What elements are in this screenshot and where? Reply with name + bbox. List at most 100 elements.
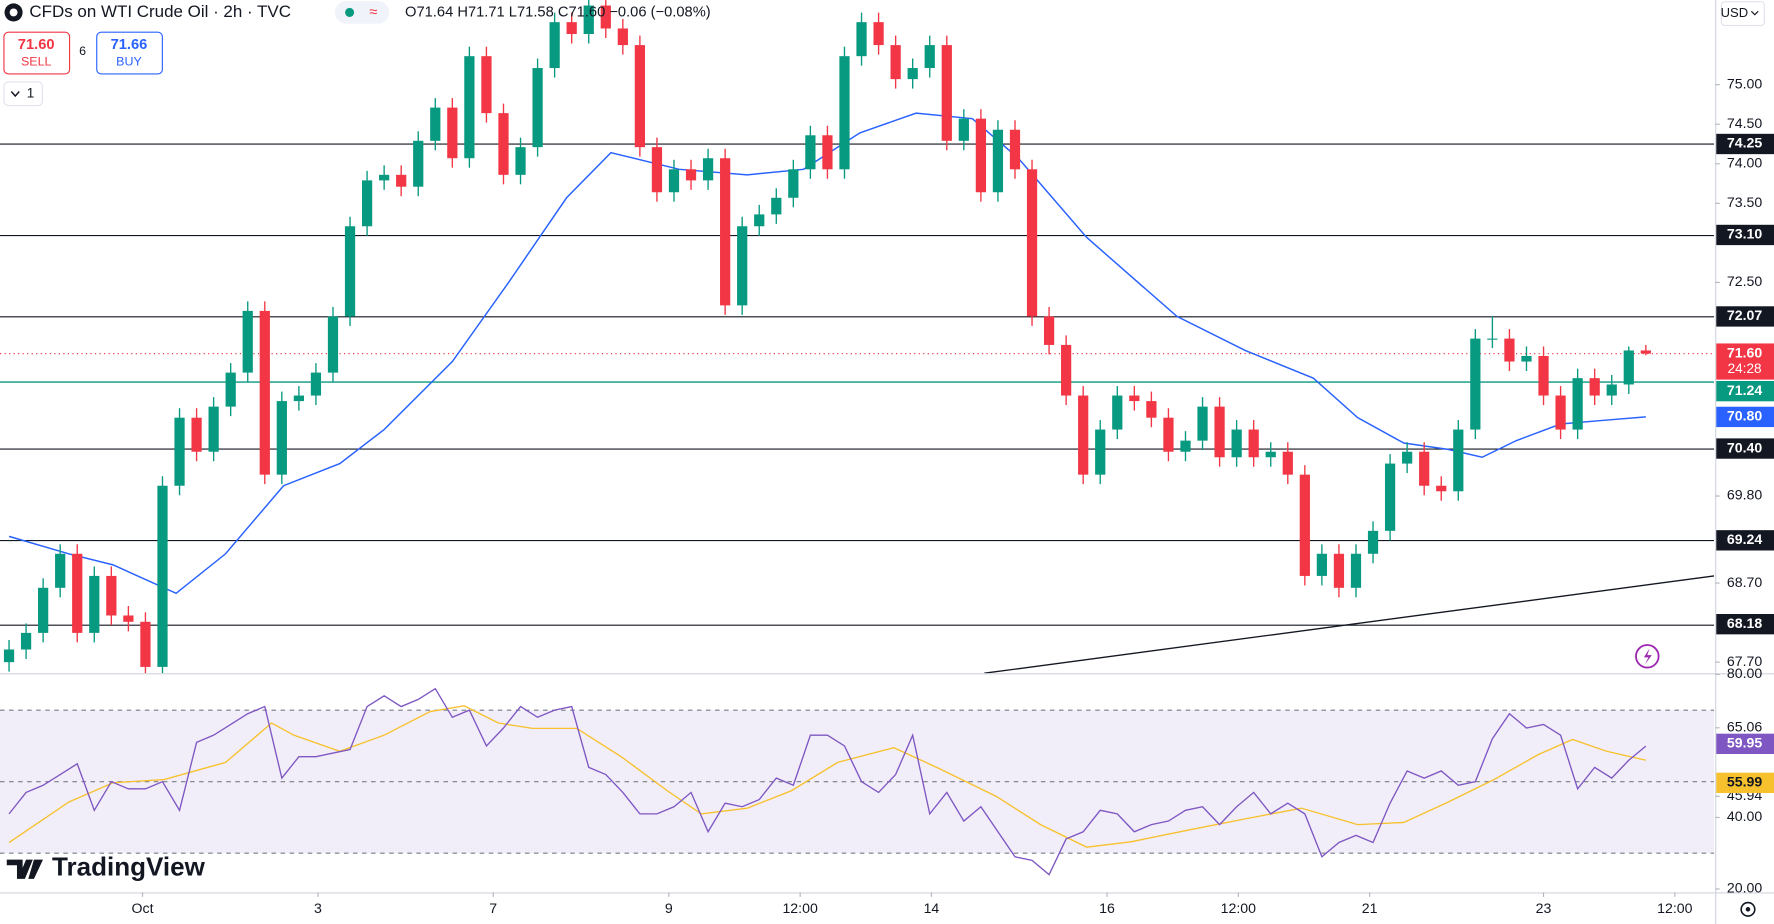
ohlc-readout: O71.64 H71.71 L71.58 C71.60 −0.06 (−0.08…	[405, 4, 711, 20]
y-tick-label: 74.50	[1727, 115, 1763, 131]
candle-body	[1436, 485, 1447, 492]
buy-button[interactable]	[96, 31, 163, 75]
interval-count: 1	[27, 85, 35, 100]
candle-body	[1572, 378, 1583, 430]
y-tick-label: 72.50	[1727, 273, 1763, 289]
x-tick-label: 21	[1362, 900, 1378, 916]
level-tag-bg	[1716, 224, 1774, 246]
candle-body	[344, 226, 356, 317]
x-tick-label: 23	[1536, 900, 1552, 916]
ma-tag: 70.80	[1727, 408, 1763, 424]
level-tag: 70.40	[1727, 439, 1763, 455]
candle-body	[771, 197, 782, 215]
brand-name: TradingView	[52, 852, 206, 882]
candle-body	[549, 22, 560, 69]
countdown: 24:28	[1728, 361, 1762, 376]
sell-label: SELL	[21, 54, 52, 68]
spread: 6	[79, 44, 86, 58]
level-tag-bg	[1716, 614, 1774, 635]
y-tick-label: 74.00	[1727, 155, 1763, 171]
price-pane	[0, 0, 1715, 674]
candle-body	[1470, 338, 1481, 430]
rsi-tag: 59.95	[1727, 735, 1763, 751]
candle-body	[634, 45, 646, 148]
level-tag: 74.25	[1727, 135, 1763, 151]
candle-body	[1061, 344, 1072, 396]
sell-button[interactable]	[3, 31, 71, 75]
status-pill[interactable]	[334, 1, 390, 24]
y-tick-label: 75.00	[1727, 75, 1763, 91]
currency-button[interactable]	[1720, 1, 1765, 26]
candle-body	[20, 632, 32, 650]
candle-body	[1026, 169, 1038, 317]
candle-body	[1009, 129, 1021, 170]
candle-body	[737, 226, 748, 306]
alert-icon[interactable]	[1635, 644, 1660, 669]
candle-body	[1384, 463, 1396, 531]
support-tag: 71.24	[1727, 382, 1763, 398]
x-tick-label: 12:00	[782, 900, 818, 916]
candle-body	[1163, 417, 1174, 452]
candle-body	[1333, 553, 1345, 588]
interval-toggle[interactable]	[3, 81, 43, 107]
candle-body	[1180, 440, 1191, 452]
candle-body	[1095, 429, 1106, 475]
candle-body	[1555, 395, 1566, 430]
candle-body	[1316, 553, 1328, 576]
candle-body	[873, 22, 884, 46]
y-tick-label: 80.00	[1727, 665, 1763, 681]
candle-body	[106, 575, 117, 616]
candle-body	[992, 129, 1004, 193]
support-tag-bg	[1716, 380, 1774, 402]
y-tick-label: 67.70	[1727, 653, 1763, 669]
candle-body	[685, 169, 697, 181]
candle-body	[788, 169, 799, 198]
axes: 75.00 74.50 74.00 73.50 72.50 69.80 68.70 67.70…	[132, 75, 1774, 916]
candle-body	[1231, 429, 1242, 458]
candle-body	[3, 649, 15, 663]
buy-price: 71.66	[111, 37, 148, 53]
market-open-dot	[345, 7, 355, 17]
x-tick-label: 12:00	[1221, 900, 1257, 916]
candle-body	[361, 180, 373, 227]
last-price-tag-bg	[1716, 343, 1774, 380]
candle-body	[1487, 338, 1498, 340]
candle-body	[907, 68, 918, 80]
settings-icon[interactable]	[1740, 901, 1756, 917]
candle-body	[464, 56, 475, 159]
candle-body	[379, 174, 390, 181]
level-tag: 72.07	[1727, 307, 1763, 323]
candle-body	[276, 401, 287, 475]
candle-body	[1112, 395, 1123, 430]
symbol-icon-inner	[9, 8, 18, 17]
chart-title: CFDs on WTI Crude Oil · 2h · TVC	[29, 2, 291, 21]
candle-body	[1146, 401, 1157, 418]
y-tick-label: 40.00	[1727, 808, 1763, 824]
last-price-tag: 71.60	[1727, 344, 1763, 360]
candle-body	[1606, 384, 1617, 396]
candle-body	[38, 587, 49, 633]
y-tick-label: 20.00	[1727, 880, 1763, 896]
x-tick-label: 3	[314, 900, 322, 916]
ma-tag-bg	[1716, 406, 1774, 428]
currency: USD	[1721, 5, 1748, 20]
candle-body	[89, 575, 100, 633]
lightning-icon	[1643, 648, 1652, 665]
candle-body	[924, 45, 935, 69]
candle-body	[413, 140, 424, 187]
candle-body	[856, 22, 867, 57]
level-tag: 69.24	[1727, 531, 1763, 547]
trendline	[984, 575, 1715, 674]
candle-body	[430, 107, 441, 141]
level-tag-bg	[1716, 438, 1774, 459]
candle-body	[754, 214, 765, 227]
buy-label: BUY	[116, 54, 142, 68]
candle-body	[191, 417, 202, 452]
candle-body	[1589, 378, 1600, 396]
candle-body	[1078, 395, 1089, 475]
candle-body	[890, 45, 901, 80]
candle-body	[1419, 451, 1430, 486]
